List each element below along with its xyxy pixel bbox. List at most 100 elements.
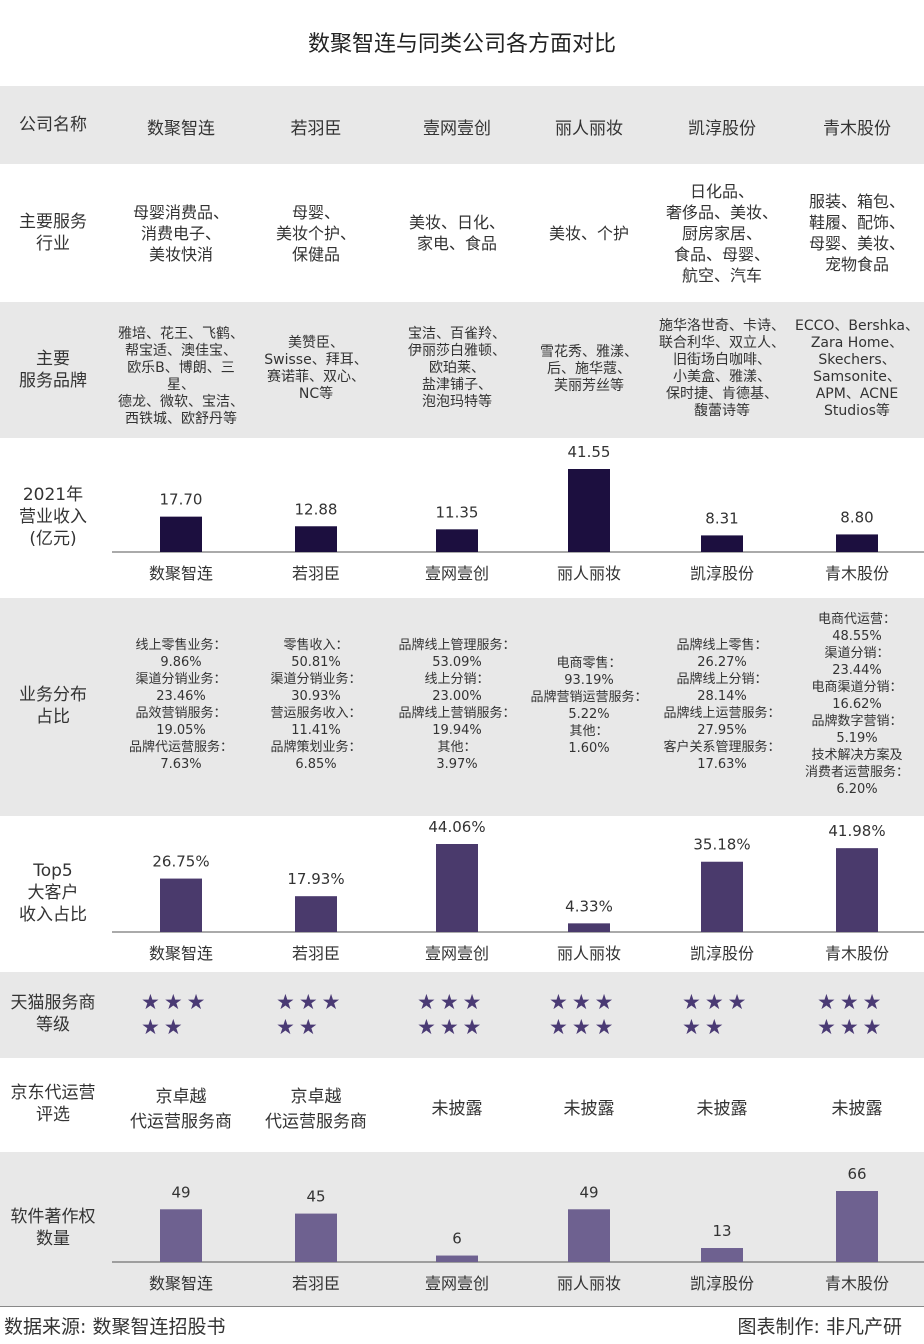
brands-cell: 雅培、花王、飞鹤、 帮宝适、澳佳宝、 欧乐B、博朗、三星、 德龙、微软、宝洁、 西铁城、… xyxy=(114,326,248,428)
jd-row-label: 京东代运营 评选 xyxy=(0,1082,106,1126)
business-cell-line: 营运服务收入： xyxy=(270,706,362,722)
bar-value-label: 17.70 xyxy=(160,491,203,509)
business-cell-line: 消费者运营服务： xyxy=(804,765,909,781)
bar-value-label: 44.06% xyxy=(428,818,485,836)
business-row: 业务分布 占比 线上零售业务： 9.86% 渠道分销业务： 23.46% 品效营销服务：… xyxy=(0,598,924,816)
jd-cell-line: 京卓越 xyxy=(155,1087,207,1107)
jd-cell-line: 未披露 xyxy=(431,1098,483,1119)
industry-cell-line: 航空、汽车 xyxy=(681,265,762,285)
business-cell-line: 26.27% xyxy=(697,655,747,671)
bar xyxy=(836,1191,878,1262)
category-label: 凯淳股份 xyxy=(690,564,754,583)
business-cell-line: 品牌线上分销： xyxy=(676,672,768,688)
business-cell-line: 19.05% xyxy=(156,723,206,739)
bar xyxy=(701,861,743,932)
business-cell-line: 30.93% xyxy=(291,689,341,705)
bar xyxy=(701,535,743,552)
business-cell: 品牌线上零售： 26.27% 品牌线上分销： 28.14% 品牌线上运营服务： 27.95… xyxy=(655,637,789,773)
industry-row: 主要服务 行业 母婴消费品、 消费电子、 美妆快消 母婴、 美妆个护、 保健品 美妆、日化、… xyxy=(0,164,924,302)
industry-cell-line: 母婴消费品、 xyxy=(132,202,229,222)
business-cell-line: 5.22% xyxy=(568,706,610,722)
bar-value-label: 17.93% xyxy=(287,870,344,888)
brands-cell-line: 雅培、花王、飞鹤、 xyxy=(118,326,244,343)
brands-cell-line: 小美盒、雅漾、 xyxy=(673,368,771,385)
business-cell: 电商代运营： 48.55% 渠道分销： 23.44% 电商渠道分销： 16.62% 品牌数字… xyxy=(790,611,924,798)
brands-cell: 施华洛世奇、卡诗、 联合利华、双立人、 旧街场白咖啡、 小美盒、雅漾、 保时捷、肯德基、… xyxy=(655,318,789,420)
industry-cell: 母婴、 美妆个护、 保健品 xyxy=(249,202,383,265)
business-cell-line: 1.60% xyxy=(568,740,610,756)
category-label: 壹网壹创 xyxy=(425,1274,489,1293)
industry-cell: 母婴消费品、 消费电子、 美妆快消 xyxy=(114,202,248,265)
revenue-row: 2021年 营业收入 (亿元) 17.70 数聚智连 12.88 若羽臣 11.35 壹网… xyxy=(0,438,924,598)
header-company: 数聚智连 xyxy=(147,119,215,139)
bar-value-label: 13 xyxy=(712,1222,731,1240)
industry-cell-line: 服装、箱包、 xyxy=(808,192,905,211)
header-label: 公司名称 xyxy=(19,115,87,135)
category-label: 丽人丽妆 xyxy=(557,944,621,963)
bar-value-label: 26.75% xyxy=(152,853,209,871)
bar-value-label: 41.55 xyxy=(568,443,611,461)
star-icon: ★★★ xyxy=(817,990,886,1014)
revenue-chart: 17.70 数聚智连 12.88 若羽臣 11.35 壹网壹创 41.55 丽人丽妆 8.31 凯… xyxy=(112,443,924,583)
business-cell-line: 品牌数字营销： xyxy=(811,714,903,730)
jd-cell-line: 未披露 xyxy=(696,1098,748,1119)
brands-cell-line: 旧街场白咖啡、 xyxy=(673,351,771,368)
business-cell-line: 渠道分销业务： xyxy=(270,672,362,688)
bar-value-label: 4.33% xyxy=(565,897,613,915)
industry-cell-line: 美妆个护、 xyxy=(275,223,356,243)
header-company: 壹网壹创 xyxy=(423,119,491,139)
jd-cell: 未披露 xyxy=(390,1094,524,1119)
brands-cell-line: 施华洛世奇、卡诗、 xyxy=(659,317,785,334)
data-source: 数据来源: 数聚智连招股书 xyxy=(4,1316,226,1338)
jd-cell: 未披露 xyxy=(522,1094,656,1119)
star-icon: ★★ xyxy=(141,1015,187,1039)
brands-cell-line: 帮宝适、澳佳宝、 xyxy=(125,343,237,360)
business-cell-line: 19.94% xyxy=(432,723,482,739)
industry-cell-line: 美妆快消 xyxy=(148,244,213,264)
star-icon: ★★★ xyxy=(549,1015,618,1039)
brands-cell-line: NC等 xyxy=(298,386,334,402)
software-row-label: 软件著作权 数量 xyxy=(0,1206,106,1250)
industry-cell-line: 保健品 xyxy=(291,244,340,264)
industry-cell-line: 美妆、日化、 xyxy=(408,213,505,232)
top5-label-line: 大客户 xyxy=(27,883,79,903)
jd-cell-line: 京卓越 xyxy=(290,1087,342,1107)
jd-cell-line: 代运营服务商 xyxy=(265,1112,367,1132)
software-label-line: 数量 xyxy=(36,1229,70,1249)
bar xyxy=(568,469,610,552)
brands-label-line: 服务品牌 xyxy=(19,371,87,391)
category-label: 青木股份 xyxy=(825,564,889,583)
top5-row-label: Top5 大客户 收入占比 xyxy=(0,860,106,926)
business-cell-line: 11.41% xyxy=(291,723,341,739)
bar xyxy=(160,878,202,932)
tmall-row: 天猫服务商 等级 ★★★ ★★ ★★★ ★★ ★★★ ★★★ ★★★ ★★★ ★★★ ★★ ★★★ ★… xyxy=(0,972,924,1058)
business-cell-line: 6.20% xyxy=(836,782,878,798)
bar xyxy=(436,844,478,932)
business-cell-line: 品牌线上管理服务： xyxy=(398,638,516,654)
jd-cell: 京卓越 代运营服务商 xyxy=(249,1082,383,1132)
tmall-stars: ★★★ ★★ xyxy=(276,990,356,1040)
brands-cell-line: 芙丽芳丝等 xyxy=(554,377,624,394)
star-icon: ★★ xyxy=(682,1015,728,1039)
brands-cell-line: 雪花秀、雅漾、 xyxy=(540,343,638,360)
industry-cell-line: 美妆、个护 xyxy=(548,223,629,243)
business-label-line: 业务分布 xyxy=(19,685,87,705)
software-chart: 49 数聚智连 45 若羽臣 6 壹网壹创 49 丽人丽妆 13 凯淳股份 66 青木股份 xyxy=(112,1165,924,1293)
brands-cell-line: 伊丽莎白雅顿、 xyxy=(408,343,506,360)
business-cell-line: 23.44% xyxy=(832,663,882,679)
bar-value-label: 35.18% xyxy=(693,836,750,854)
bar-value-label: 49 xyxy=(579,1183,598,1201)
brands-cell-line: 馥蕾诗等 xyxy=(694,402,750,419)
bar-value-label: 8.80 xyxy=(840,508,873,526)
jd-label-line: 评选 xyxy=(36,1105,70,1125)
brands-cell-line: 盐津铺子、 xyxy=(422,377,492,394)
business-cell-line: 渠道分销： xyxy=(824,646,890,662)
brands-cell-line: 欧珀莱、 xyxy=(429,360,485,377)
business-cell-line: 48.55% xyxy=(832,629,882,645)
brands-cell-line: 欧乐B、博朗、三星、 xyxy=(127,360,235,394)
brands-cell-line: 美赞臣、 xyxy=(288,335,344,351)
jd-cell: 京卓越 代运营服务商 xyxy=(114,1082,248,1132)
tmall-label-line: 天猫服务商 xyxy=(10,993,96,1013)
tmall-stars: ★★★ ★★★ xyxy=(417,990,497,1040)
brands-cell: 雪花秀、雅漾、 后、施华蔻、 芙丽芳丝等 xyxy=(522,344,656,395)
